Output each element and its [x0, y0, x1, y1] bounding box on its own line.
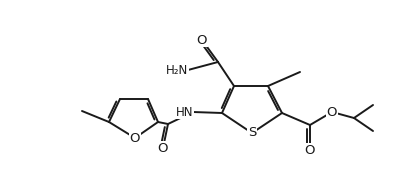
Text: S: S: [247, 126, 255, 140]
Text: O: O: [196, 34, 207, 46]
Text: O: O: [326, 105, 336, 119]
Text: HN: HN: [175, 105, 192, 119]
Text: H₂N: H₂N: [165, 64, 188, 76]
Text: O: O: [130, 132, 140, 144]
Text: O: O: [157, 142, 168, 154]
Text: O: O: [304, 143, 314, 156]
